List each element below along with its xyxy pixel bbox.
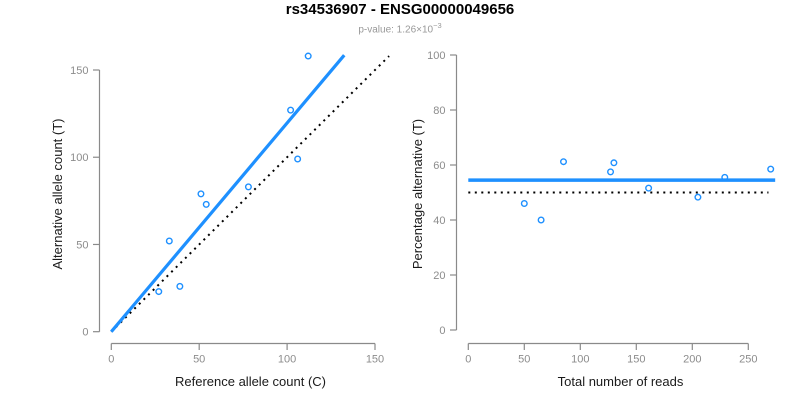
data-point [287, 106, 295, 114]
chart-subtitle: p-value: 1.26×10−3 [0, 21, 800, 36]
data-point [202, 200, 210, 208]
y-tick-label: 150 [70, 65, 88, 77]
data-point [721, 173, 729, 181]
data-point [155, 288, 163, 296]
data-point [694, 193, 702, 201]
x-tick-label: 100 [571, 354, 589, 366]
y-tick-label: 100 [70, 152, 88, 164]
left-x-axis-label: Reference allele count (C) [174, 374, 327, 389]
y-tick-label: 20 [433, 270, 445, 282]
y-tick-label: 40 [433, 215, 445, 227]
data-point [645, 184, 653, 192]
data-point [607, 168, 615, 176]
data-point [767, 165, 775, 173]
x-tick-label: 50 [193, 354, 205, 366]
x-tick-label: 150 [627, 354, 645, 366]
allele-counts-scatter: 0 50 100 150 0 50 100 150 [70, 52, 390, 366]
data-point [294, 155, 302, 163]
regression-line [110, 54, 346, 333]
data-point [304, 52, 312, 60]
data-point [537, 216, 545, 224]
y-tick-label: 60 [433, 160, 445, 172]
y-tick-label: 100 [427, 50, 445, 62]
chart-title: rs34536907 - ENSG00000049656 [285, 1, 515, 18]
data-point [176, 282, 184, 290]
left-y-axis-label: Alternative allele count (T) [50, 118, 65, 270]
x-tick-label: 200 [683, 354, 701, 366]
x-tick-label: 50 [518, 354, 530, 366]
data-point [197, 190, 205, 198]
percentage-vs-reads-scatter: 0 20 40 60 80 100 0 50 100 150 200 250 [427, 50, 776, 366]
right-y-axis-label: Percentage alternative (T) [410, 118, 425, 270]
y-tick-label: 80 [433, 105, 445, 117]
y-tick-label: 0 [82, 327, 88, 339]
data-point [610, 159, 618, 167]
x-tick-label: 0 [108, 354, 114, 366]
identity-line [110, 55, 390, 333]
pvalue-text: p-value: 1.26×10 [358, 24, 434, 36]
x-tick-label: 100 [278, 354, 296, 366]
pvalue-exponent: −3 [433, 21, 442, 30]
data-point [244, 183, 252, 191]
x-tick-label: 150 [366, 354, 384, 366]
y-tick-label: 50 [76, 239, 88, 251]
data-point [560, 158, 568, 166]
x-tick-label: 0 [465, 354, 471, 366]
y-tick-label: 0 [439, 325, 445, 337]
data-point [165, 237, 173, 245]
x-tick-label: 250 [739, 354, 757, 366]
right-x-axis-label: Total number of reads [557, 374, 684, 389]
data-point [520, 199, 528, 207]
